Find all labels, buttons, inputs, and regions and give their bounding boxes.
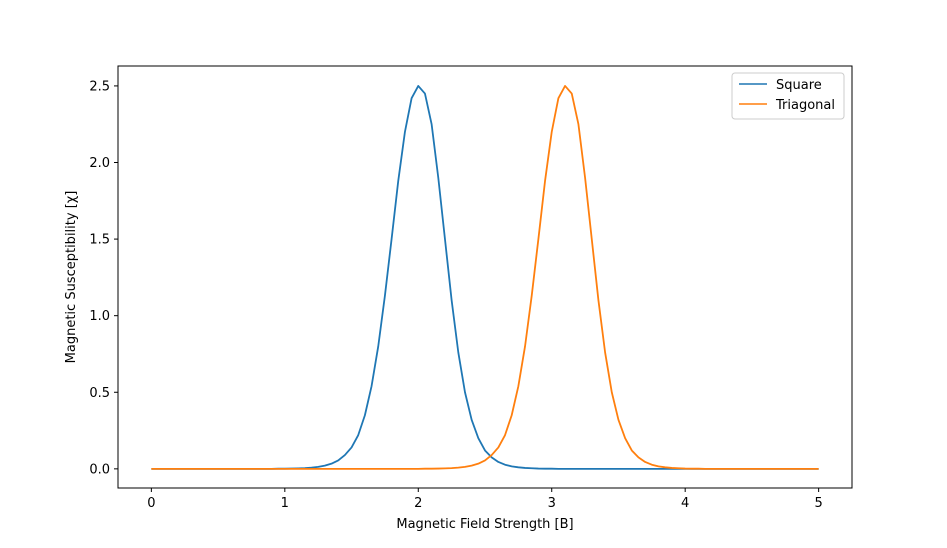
y-axis-ticks: 0.0 0.5 1.0 1.5 2.0 2.5 [89,79,118,477]
series-layer [151,85,819,470]
plot-frame [117,65,853,489]
x-axis-ticks: 0 1 2 3 4 5 [147,488,823,511]
x-tick-label: 5 [814,496,822,511]
legend-label-square: Square [776,78,822,93]
x-tick-label: 0 [147,496,155,511]
y-tick-label: 1.5 [89,233,110,248]
y-axis-label: Magnetic Susceptibility [χ] [64,191,79,364]
x-tick-label: 3 [548,496,556,511]
x-tick-label: 2 [414,496,422,511]
x-axis-label: Magnetic Field Strength [B] [396,517,573,532]
series-line-triagonal [151,85,819,470]
y-tick-label: 0.0 [89,462,110,477]
x-tick-label: 1 [281,496,289,511]
y-tick-label: 1.0 [89,309,110,324]
y-tick-label: 2.5 [89,79,110,94]
y-tick-label: 0.5 [89,386,110,401]
y-tick-label: 2.0 [89,156,110,171]
legend: Square Triagonal [731,72,845,120]
legend-label-triagonal: Triagonal [775,98,835,113]
x-tick-label: 4 [681,496,689,511]
